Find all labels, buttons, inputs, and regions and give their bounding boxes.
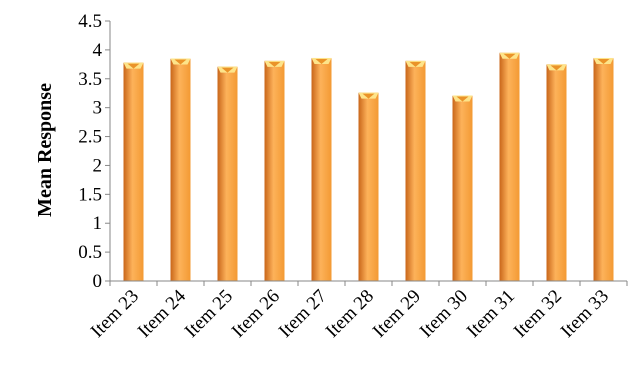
x-tick-label: Item 24 (134, 285, 191, 342)
bar (170, 58, 191, 281)
y-tick-label: 0.5 (78, 242, 102, 263)
bar-cap-shade (597, 58, 610, 64)
bar (311, 57, 332, 281)
y-tick-label: 4.5 (78, 11, 102, 32)
bar-cap-shade (221, 67, 234, 73)
bar-cap-shade (503, 53, 516, 59)
bar-cap-shade (174, 59, 187, 65)
bar-cap-shade (409, 61, 422, 67)
bar-cap-shade (550, 65, 563, 71)
y-tick-label: 0 (93, 271, 103, 292)
x-tick-label: Item 33 (557, 286, 613, 342)
bar-cap-shade (456, 96, 469, 102)
y-tick-label: 2.5 (78, 127, 102, 148)
bar (123, 62, 144, 281)
y-tick-label: 3.5 (78, 69, 102, 90)
bar (405, 60, 426, 281)
bar-body (546, 64, 567, 281)
bar (452, 95, 473, 282)
y-tick-label: 1 (93, 213, 103, 234)
y-tick-label: 2 (93, 155, 103, 176)
bar-body (593, 57, 614, 281)
y-tick-label: 3 (93, 98, 103, 119)
x-tick-label: Item 25 (181, 286, 237, 342)
bar-body (123, 62, 144, 281)
bar-body (170, 58, 191, 281)
bar-body (217, 66, 238, 282)
bar-cap-shade (315, 58, 328, 64)
x-tick-label: Item 31 (463, 286, 519, 342)
x-tick-label: Item 30 (416, 286, 472, 342)
bar-body (264, 60, 285, 281)
bar-body (405, 60, 426, 281)
x-tick-label: Item 32 (510, 286, 566, 342)
bar-cap-shade (268, 61, 281, 67)
bars (123, 52, 614, 282)
bar (264, 60, 285, 281)
bar (217, 66, 238, 282)
y-tick-label: 1.5 (78, 184, 102, 205)
bar (499, 52, 520, 282)
y-axis-title: Mean Response (34, 83, 56, 217)
x-tick-label: Item 28 (322, 286, 378, 342)
x-tick-label: Item 26 (228, 286, 284, 342)
bar (546, 64, 567, 281)
bar (358, 92, 379, 282)
bar-cap-shade (362, 93, 375, 99)
axes (109, 21, 628, 286)
bar-body (358, 92, 379, 282)
bar (593, 57, 614, 281)
y-axis-ticks: 0 0.5 1 1.5 2 2.5 3 3.5 4 4.5 (78, 11, 110, 292)
bar-body (499, 52, 520, 282)
bar-cap-shade (127, 63, 140, 69)
x-tick-label: Item 29 (369, 286, 425, 342)
bar-body (452, 95, 473, 282)
bar-body (311, 57, 332, 281)
x-tick-label: Item 27 (275, 286, 331, 342)
x-tick-label: Item 23 (87, 286, 143, 342)
y-tick-label: 4 (93, 40, 103, 61)
